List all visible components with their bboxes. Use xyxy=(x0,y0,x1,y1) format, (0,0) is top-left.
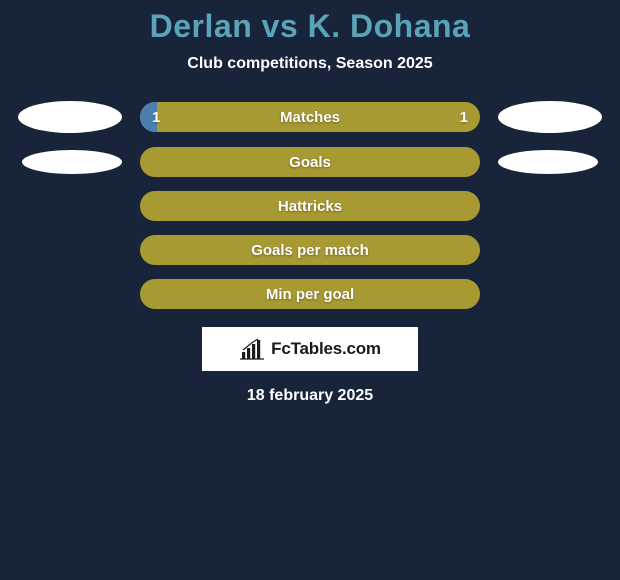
stat-rows: 1 Matches 1 Goals Hattricks Goals per match Mi… xyxy=(0,101,620,309)
infographic-container: Derlan vs K. Dohana Club competitions, S… xyxy=(0,0,620,580)
stat-bar-matches: 1 Matches 1 xyxy=(140,102,480,132)
stat-label-goals_per_match: Goals per match xyxy=(251,242,369,259)
stat-bar-min_per_goal: Min per goal xyxy=(140,279,480,309)
oval-left-goals xyxy=(22,150,122,174)
stat-row-min_per_goal: Min per goal xyxy=(0,279,620,309)
oval-right-matches xyxy=(498,101,602,133)
stat-label-hattricks: Hattricks xyxy=(278,198,342,215)
stat-row-goals: Goals xyxy=(0,147,620,177)
logo-text: FcTables.com xyxy=(271,339,381,359)
stat-label-min_per_goal: Min per goal xyxy=(266,286,354,303)
stat-row-hattricks: Hattricks xyxy=(0,191,620,221)
page-title: Derlan vs K. Dohana xyxy=(0,8,620,45)
stat-bar-goals_per_match: Goals per match xyxy=(140,235,480,265)
date-text: 18 february 2025 xyxy=(0,387,620,405)
stat-bar-goals: Goals xyxy=(140,147,480,177)
stat-bar-hattricks: Hattricks xyxy=(140,191,480,221)
oval-right-goals xyxy=(498,150,598,174)
stat-value-left-matches: 1 xyxy=(152,109,160,126)
page-subtitle: Club competitions, Season 2025 xyxy=(0,55,620,73)
logo-box: FcTables.com xyxy=(202,327,418,371)
oval-left-matches xyxy=(18,101,122,133)
stat-row-matches: 1 Matches 1 xyxy=(0,101,620,133)
stat-value-right-matches: 1 xyxy=(460,109,468,126)
stat-label-matches: Matches xyxy=(280,109,340,126)
stat-row-goals_per_match: Goals per match xyxy=(0,235,620,265)
stat-label-goals: Goals xyxy=(289,154,331,171)
bar-chart-icon xyxy=(239,338,265,360)
